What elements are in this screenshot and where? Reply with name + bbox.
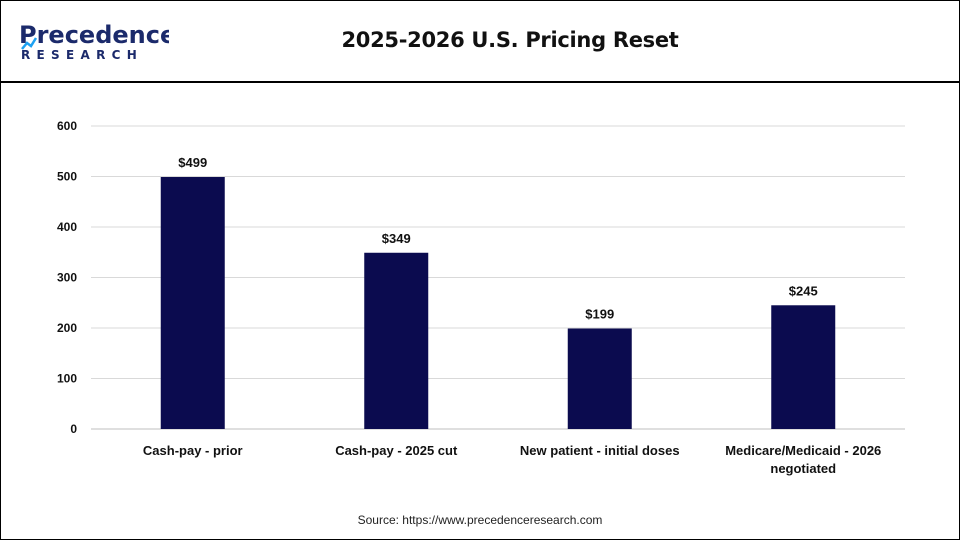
y-axis: 0 100 200 300 400 500 600 [57,119,77,436]
gridlines [91,125,905,430]
bar [160,177,225,429]
y-tick-label: 0 [70,422,77,436]
data-label: $499 [178,155,207,170]
logo-wordmark-top: Precedence [19,21,169,49]
data-labels: $499 $349 $199 $245 [178,155,817,322]
category-label: New patient - initial doses [520,443,680,458]
y-tick-label: 200 [57,321,77,335]
y-tick-label: 500 [57,170,77,184]
y-tick-label: 100 [57,372,77,386]
category-label: Cash-pay - prior [143,443,243,458]
bar [567,328,632,429]
category-label: negotiated [770,461,836,476]
category-label: Cash-pay - 2025 cut [335,443,458,458]
source-note: Source: https://www.precedenceresearch.c… [357,513,603,527]
header-bar: Precedence RESEARCH 2025-2026 U.S. Prici… [1,1,959,83]
bar [771,305,836,429]
x-axis-labels: Cash-pay - prior Cash-pay - 2025 cut New p… [143,443,881,476]
company-logo: Precedence RESEARCH [19,19,176,65]
data-label: $349 [382,231,411,246]
category-label: Medicare/Medicaid - 2026 [725,443,881,458]
logo-wordmark-bottom: RESEARCH [21,48,143,62]
bar [364,252,429,429]
y-tick-label: 400 [57,220,77,234]
logo-trend-icon [21,37,38,50]
y-tick-label: 600 [57,119,77,133]
bars [160,177,836,429]
data-label: $199 [585,307,614,322]
data-label: $245 [789,283,818,298]
chart-title: 2025-2026 U.S. Pricing Reset [341,28,679,52]
logo-graphic: Precedence RESEARCH [19,21,176,62]
y-tick-label: 300 [57,271,77,285]
